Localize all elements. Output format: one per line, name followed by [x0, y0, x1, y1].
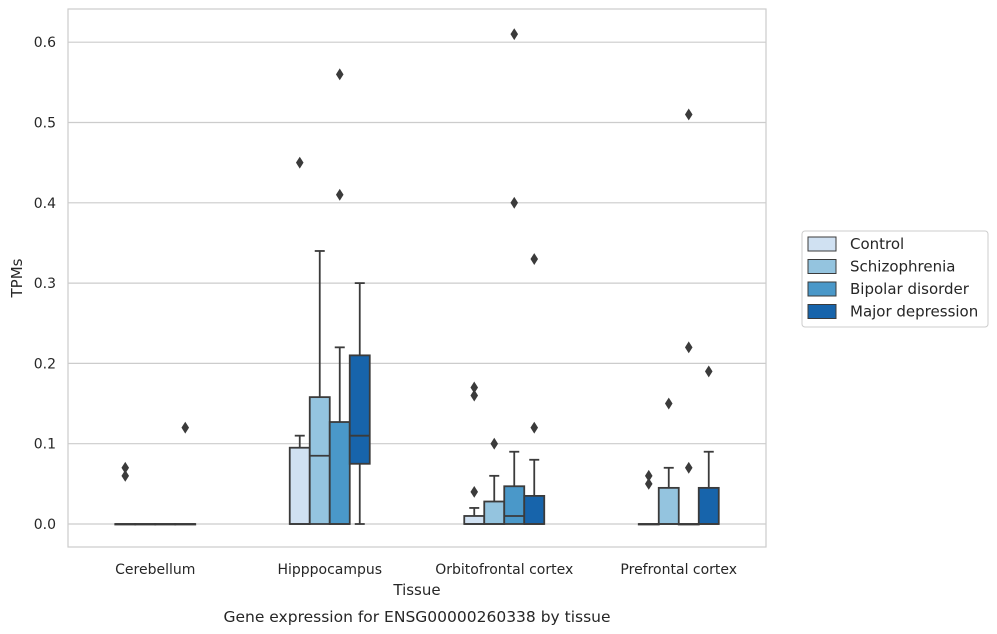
outlier-point — [684, 341, 693, 354]
outlier-point — [510, 196, 519, 209]
box-group — [348, 282, 371, 525]
outlier-point — [295, 156, 304, 169]
y-tick-label: 0.6 — [34, 35, 56, 51]
x-tick-labels: Cerebellum Hipppocampus Orbitofrontal cort… — [115, 562, 737, 578]
box-group — [677, 108, 700, 526]
outlier-point — [510, 28, 519, 41]
legend-frame — [801, 230, 989, 328]
outlier-point — [530, 253, 539, 265]
box-group — [154, 523, 177, 526]
x-tick-label: Hipppocampus — [277, 562, 382, 578]
box — [523, 494, 546, 525]
figure-caption: Gene expression for ENSG00000260338 by t… — [223, 608, 610, 626]
box — [463, 515, 486, 525]
outlier-point — [530, 421, 539, 434]
outlier-point — [684, 461, 693, 474]
legend-swatch — [807, 259, 837, 274]
outlier-point — [335, 68, 344, 81]
outlier-point — [181, 421, 190, 434]
box — [308, 396, 331, 525]
y-tick-label: 0.1 — [34, 437, 56, 453]
box-group — [697, 365, 720, 525]
outlier-point — [684, 108, 693, 121]
outlier-point — [470, 485, 479, 498]
outlier-point — [644, 477, 653, 490]
box — [348, 354, 371, 465]
box — [328, 421, 351, 525]
box-group — [288, 156, 311, 525]
legend-swatch — [807, 281, 837, 297]
legend-label: Bipolar disorder — [850, 280, 970, 298]
x-axis-label: Tissue — [392, 581, 440, 599]
plot-frame — [67, 8, 767, 548]
legend-label: Schizophrenia — [850, 258, 955, 276]
box-group — [657, 397, 680, 525]
y-tick-label: 0.3 — [34, 276, 56, 292]
box-group — [483, 437, 506, 525]
box-group — [328, 68, 351, 525]
box — [657, 486, 680, 525]
y-tick-label: 0.5 — [34, 116, 56, 132]
box — [503, 485, 526, 525]
outlier-point — [470, 389, 479, 402]
legend-label: Major depression — [850, 303, 978, 321]
legend: Control Schizophrenia Bipolar disorder Majo… — [801, 230, 989, 328]
y-tick-label: 0.0 — [34, 517, 56, 533]
plot-area — [68, 9, 766, 547]
box-group — [174, 421, 197, 526]
y-axis-label: TPMs — [8, 258, 26, 298]
legend-swatch — [807, 236, 837, 252]
box — [483, 500, 506, 525]
outlier-point — [644, 469, 653, 482]
y-tick-labels: 0.0 0.1 0.2 0.3 0.4 0.5 0.6 — [34, 35, 56, 533]
outlier-point — [490, 437, 499, 450]
y-tick-label: 0.2 — [34, 356, 56, 372]
outlier-point — [121, 469, 130, 482]
box — [697, 486, 720, 525]
x-tick-label: Prefrontal cortex — [620, 562, 737, 578]
outlier-point — [704, 365, 713, 378]
outlier-point — [470, 381, 479, 394]
box-group — [134, 523, 157, 526]
box-group — [114, 461, 137, 526]
x-tick-label: Cerebellum — [115, 562, 195, 578]
outlier-point — [335, 188, 344, 201]
box-group — [523, 253, 546, 525]
legend-swatch — [807, 304, 837, 319]
grid-lines — [68, 41, 766, 525]
outlier-point — [664, 397, 673, 410]
outlier-point — [121, 461, 130, 474]
x-tick-label: Orbitofrontal cortex — [435, 562, 573, 578]
legend-items: Control Schizophrenia Bipolar disorder Majo… — [807, 235, 978, 321]
y-tick-label: 0.4 — [34, 196, 56, 212]
legend-label: Control — [850, 235, 904, 253]
boxes-layer — [114, 28, 720, 526]
box — [288, 446, 311, 525]
